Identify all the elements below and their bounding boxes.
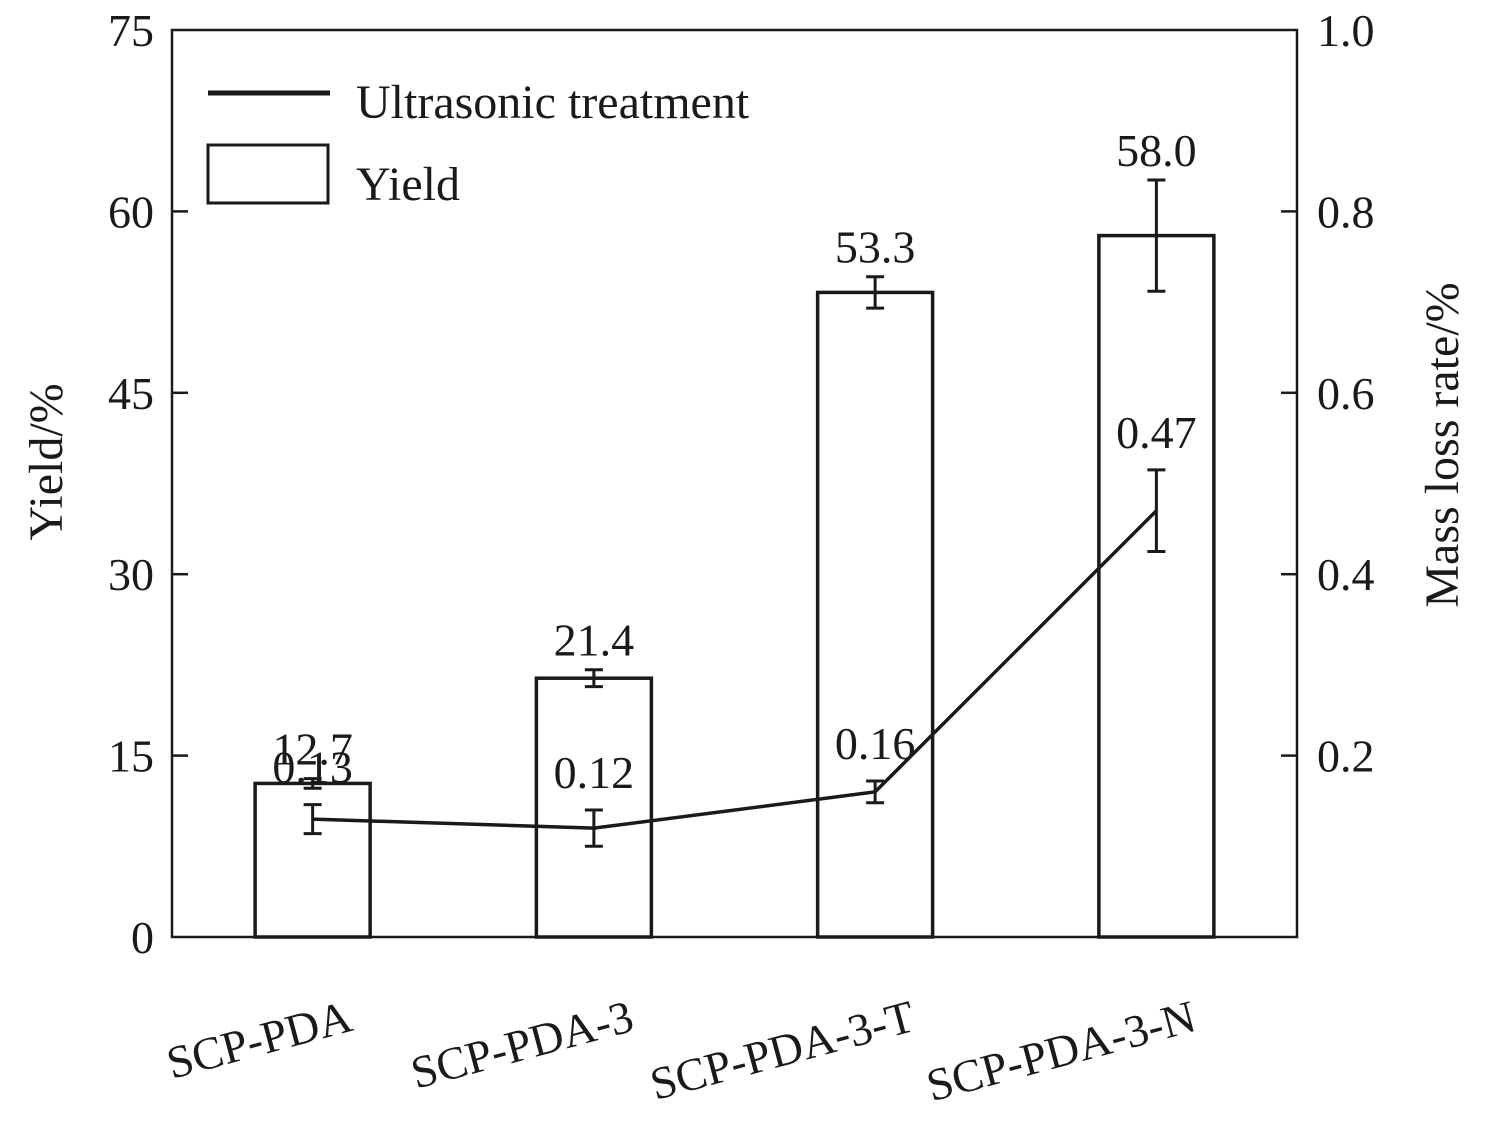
category-label: SCP-PDA [161,990,357,1088]
right-y-axis: 0.2 0.4 0.6 0.8 1.0 [1281,5,1375,782]
ultrasonic-treatment-line [312,509,1158,830]
right-tick-label: 0.4 [1317,549,1375,600]
right-tick-label: 1.0 [1317,5,1375,56]
left-tick-label: 30 [108,549,154,600]
yield-value-label: 58.0 [1116,125,1197,176]
line-layer [303,468,1166,848]
legend-label-ultrasonic-treatment: Ultrasonic treatment [356,76,750,129]
yield-value-label: 53.3 [835,222,916,273]
plot-frame [170,28,1299,939]
left-tick-label: 75 [108,5,154,56]
left-tick-label: 60 [108,186,154,237]
mass-loss-value-label: 0.13 [272,742,353,793]
yield-value-label: 21.4 [554,615,635,666]
left-tick-label: 45 [108,368,154,419]
legend-bar-swatch [206,143,330,205]
mass-loss-value-label: 0.16 [835,718,916,769]
category-label: SCP-PDA-3-T [645,990,920,1109]
right-axis-title: Mass loss rate/% [1416,282,1469,607]
right-tick-label: 0.8 [1317,186,1375,237]
category-label: SCP-PDA-3-N [921,990,1201,1111]
left-tick-label: 15 [108,731,154,782]
mass-loss-value-label: 0.12 [554,747,635,798]
data-labels-layer: 12.7 21.4 53.3 58.0 0.13 0.12 0.16 0.47 [272,125,1196,798]
right-tick-label: 0.2 [1317,731,1375,782]
mass-loss-value-label: 0.47 [1116,407,1197,458]
x-axis: SCP-PDA SCP-PDA-3 SCP-PDA-3-T SCP-PDA-3-N [161,990,1201,1111]
yield-bar [815,290,935,939]
category-label: SCP-PDA-3 [406,990,639,1098]
yield-bar [534,676,654,939]
left-axis-title: Yield/% [20,383,73,540]
legend: Ultrasonic treatment Yield [206,76,750,211]
left-tick-label: 0 [131,912,154,963]
left-y-axis: 0 15 30 45 60 75 [108,5,188,963]
yield-bar [1097,233,1216,939]
bars-layer [253,178,1216,939]
right-tick-label: 0.6 [1317,368,1375,419]
legend-label-yield: Yield [356,158,460,211]
yield-value-label: 12.7 [272,724,353,775]
